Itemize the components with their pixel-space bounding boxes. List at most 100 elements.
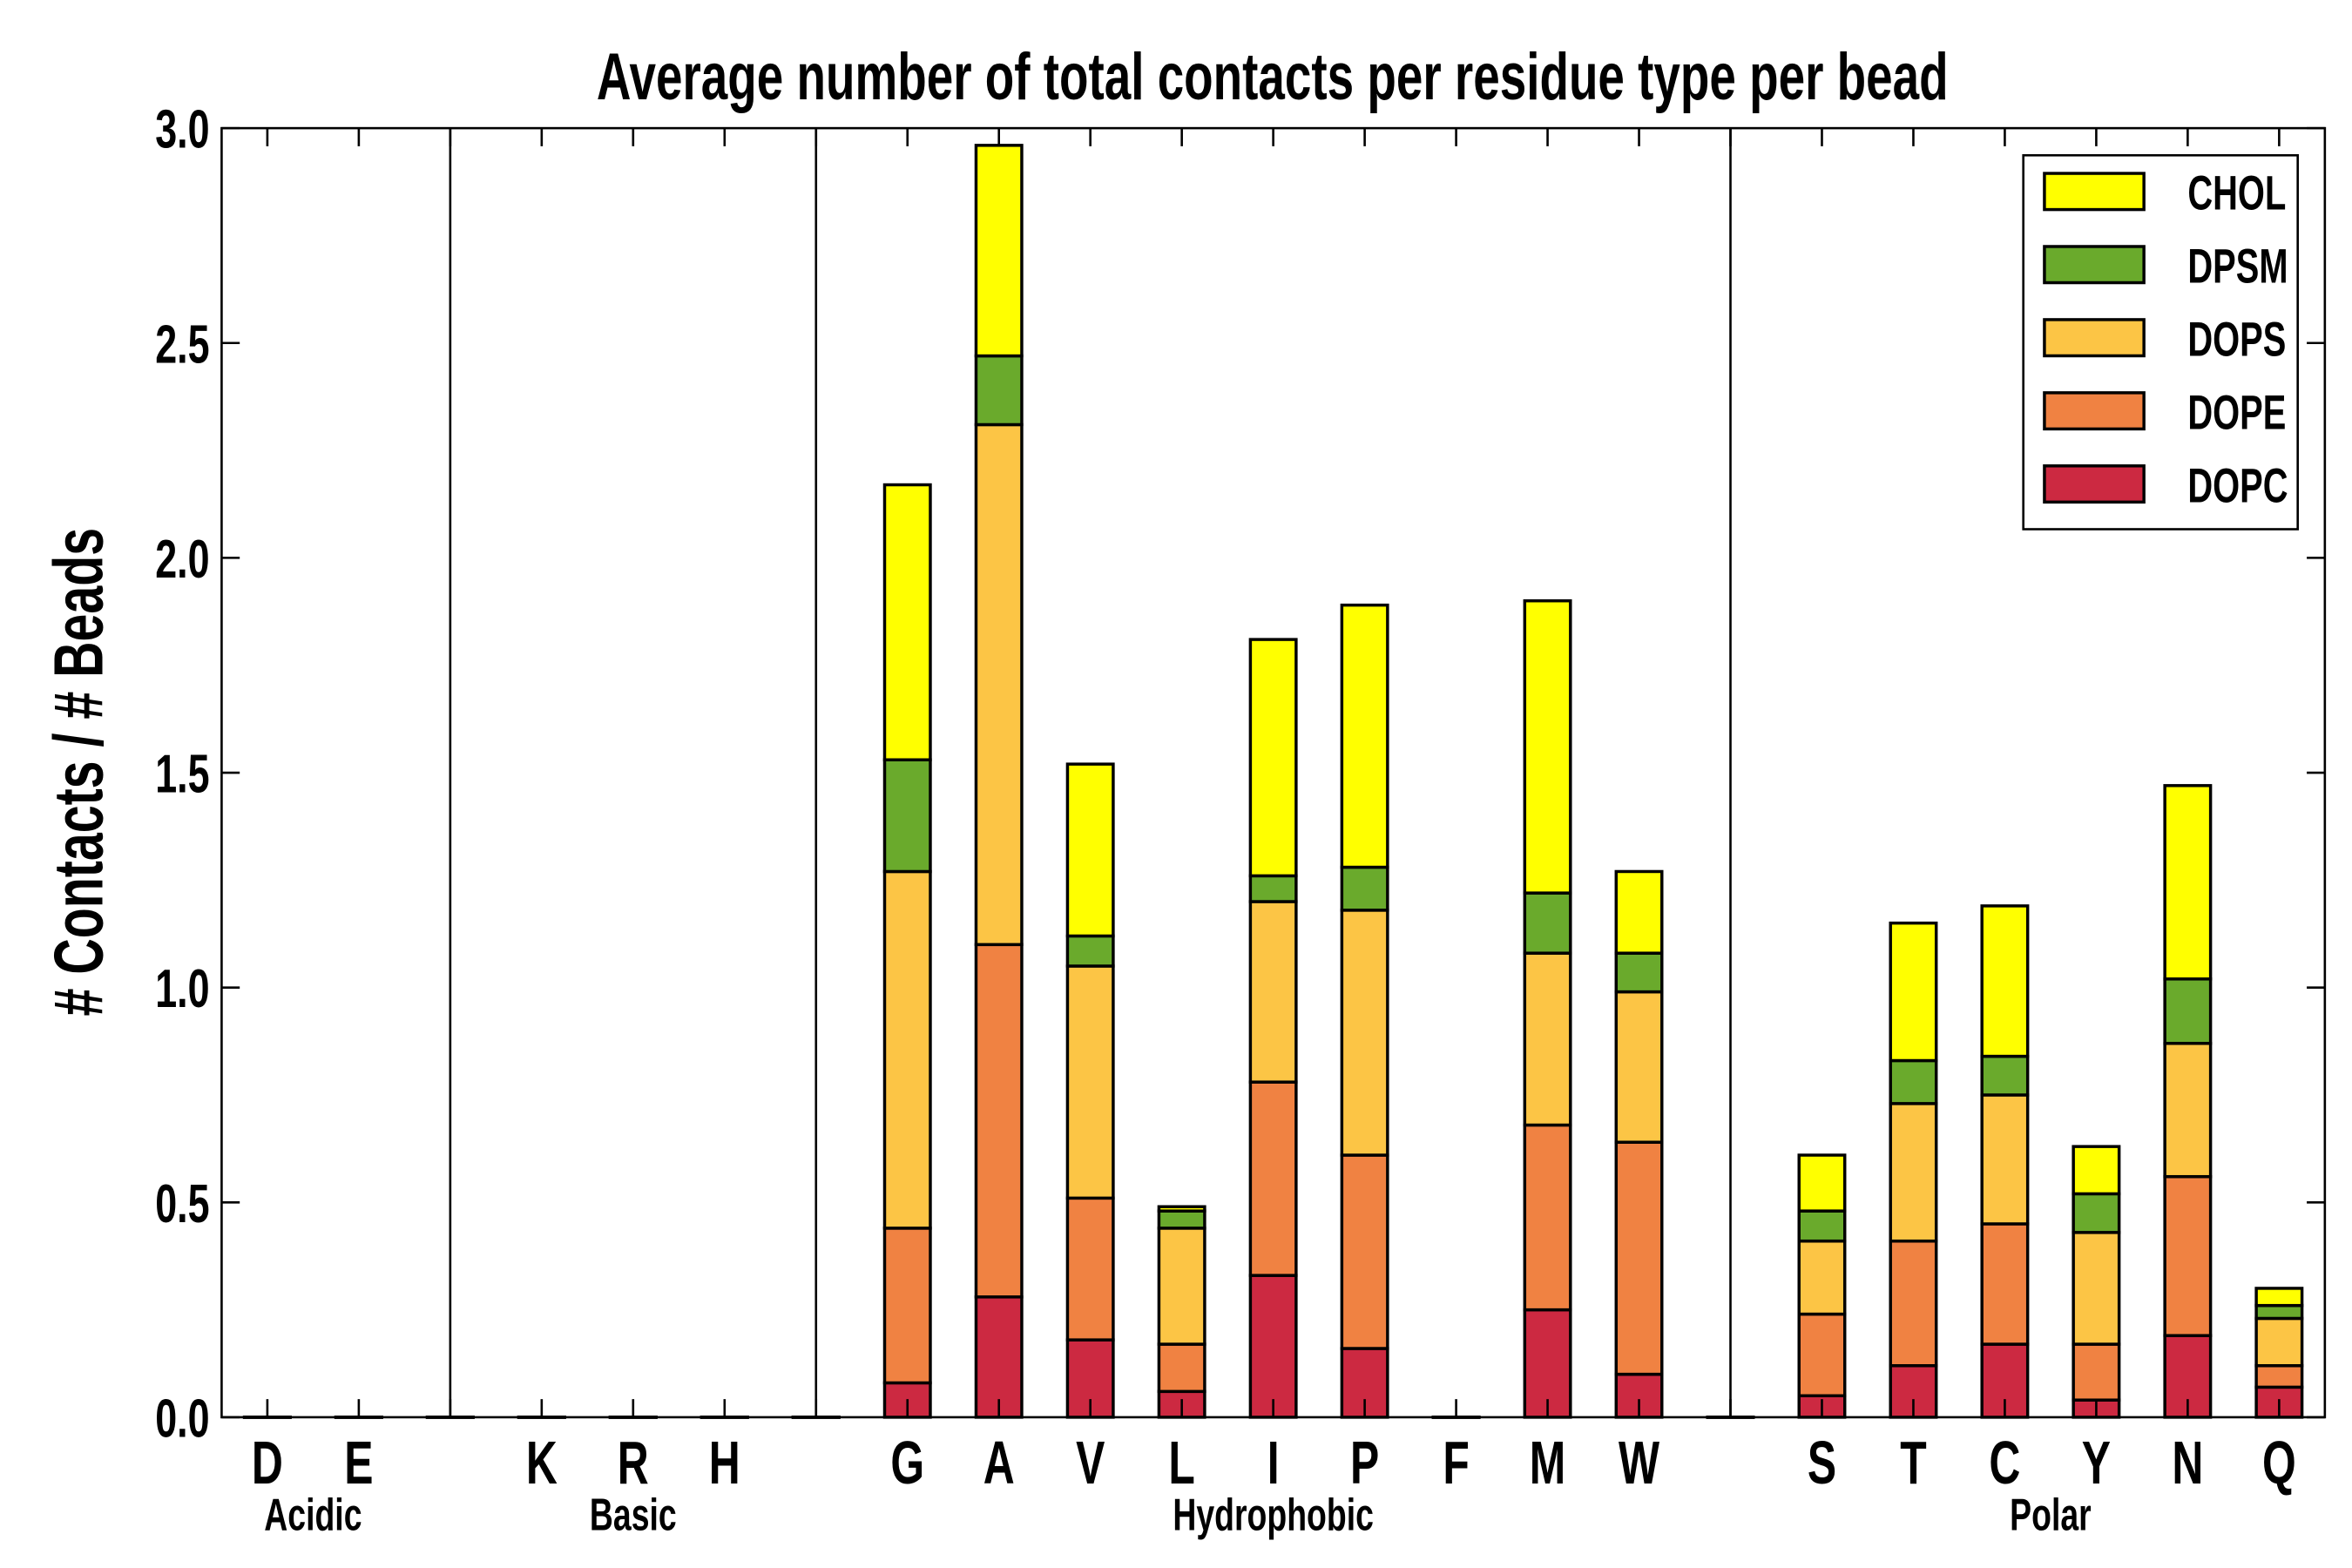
- bar-segment-dops: [2163, 1042, 2213, 1179]
- legend-swatch-chol: [2043, 172, 2146, 212]
- x-tick-label: Y: [2082, 1429, 2111, 1497]
- x-tick-label: W: [1619, 1429, 1659, 1497]
- x-tick-label: S: [1808, 1429, 1836, 1497]
- x-tick-label: L: [1168, 1429, 1194, 1497]
- chart-title: Average number of total contacts per res…: [597, 41, 1949, 115]
- bar-segment-dpsm: [974, 354, 1024, 427]
- bar-segment-dops: [882, 869, 932, 1230]
- legend-label-dopc: DOPC: [2187, 459, 2288, 513]
- bar-segment-dpsm: [1523, 891, 1572, 955]
- legend-swatch-dope: [2043, 391, 2146, 431]
- bar-segment-dope: [2254, 1363, 2304, 1389]
- legend: CHOL DPSM DOPS DOPE DOPC: [2022, 153, 2299, 531]
- bar-segment-dops: [2254, 1316, 2304, 1368]
- bar-segment-dops: [1889, 1102, 1938, 1243]
- bar-segment-chol: [2163, 784, 2213, 981]
- bar-segment-chol: [1889, 921, 1938, 1063]
- bar-segment-dpsm: [1340, 865, 1389, 912]
- bar-segment-dope: [2163, 1174, 2213, 1337]
- bar-segment-dope: [1797, 1312, 1847, 1397]
- bar-segment-dope: [974, 943, 1024, 1299]
- bar-segment-dops: [1340, 909, 1389, 1157]
- bar-segment-chol: [2254, 1287, 2304, 1308]
- bar-segment-dope: [1065, 1196, 1115, 1342]
- bar-segment-chol: [1614, 869, 1664, 955]
- legend-label-dpsm: DPSM: [2187, 240, 2288, 294]
- group-label: Polar: [2010, 1490, 2091, 1541]
- bar-segment-dops: [1157, 1227, 1206, 1346]
- bar-segment-chol: [1980, 904, 2030, 1058]
- x-tick-label: V: [1076, 1429, 1105, 1497]
- y-tick-label: 0.0: [155, 1388, 209, 1449]
- y-tick-label: 2.5: [155, 314, 209, 375]
- bar-segment-dops: [1523, 951, 1572, 1127]
- bar-segment-dpsm: [1065, 934, 1115, 968]
- bar-segment-dops: [1248, 900, 1298, 1084]
- x-tick-label: H: [709, 1429, 740, 1497]
- bar-segment-chol: [1065, 762, 1115, 938]
- x-tick-label: K: [526, 1429, 558, 1497]
- bar-segment-chol: [1340, 603, 1389, 869]
- bar-segment-dops: [2072, 1231, 2121, 1346]
- bar-segment-dpsm: [1157, 1209, 1206, 1230]
- bar-segment-dpsm: [1614, 951, 1664, 994]
- bar-segment-dops: [974, 422, 1024, 947]
- x-tick-label: Q: [2262, 1429, 2296, 1497]
- bar-segment-dops: [1614, 990, 1664, 1144]
- bar-segment-chol: [1157, 1205, 1206, 1213]
- bar-segment-dpsm: [882, 758, 932, 874]
- bar-segment-dops: [1797, 1239, 1847, 1316]
- bar-segment-dope: [1980, 1222, 2030, 1346]
- bar-segment-dops: [1065, 964, 1115, 1200]
- x-tick-label: F: [1443, 1429, 1469, 1497]
- x-tick-label: G: [890, 1429, 924, 1497]
- y-tick-label: 3.0: [155, 98, 209, 159]
- y-tick-label: 1.5: [155, 743, 209, 804]
- bar-segment-dope: [1889, 1239, 1938, 1368]
- y-axis-label: # Contacts / # Beads: [39, 528, 118, 1017]
- bar-segment-dpsm: [2254, 1303, 2304, 1321]
- axes-layer: 0.0 0.5 1.0 1.5 2.0 2.5 3.0 D E K R H G A V L I P F M W S T C Y N…: [155, 98, 2327, 1541]
- legend-swatch-dops: [2043, 318, 2146, 358]
- bar-segment-dpsm: [1980, 1054, 2030, 1097]
- bar-segment-dopc: [974, 1295, 1024, 1419]
- x-tick-label: C: [1989, 1429, 2020, 1497]
- group-label: Basic: [590, 1490, 677, 1541]
- y-tick-label: 0.5: [155, 1173, 209, 1234]
- x-tick-label: D: [252, 1429, 283, 1497]
- x-tick-label: I: [1267, 1429, 1280, 1497]
- bar-segment-dope: [1523, 1123, 1572, 1312]
- x-tick-label: T: [1900, 1429, 1927, 1497]
- bar-segment-dope: [882, 1227, 932, 1385]
- bar-segment-dope: [1157, 1342, 1206, 1394]
- legend-swatch-dopc: [2043, 464, 2146, 504]
- bar-segment-dopc: [1248, 1274, 1298, 1419]
- bar-segment-chol: [1797, 1153, 1847, 1213]
- group-label: Acidic: [264, 1490, 362, 1541]
- bar-segment-dpsm: [1797, 1209, 1847, 1243]
- legend-label-dope: DOPE: [2187, 386, 2286, 440]
- y-tick-label: 2.0: [155, 529, 209, 590]
- bar-segment-chol: [2072, 1145, 2121, 1196]
- bar-segment-chol: [1248, 638, 1298, 878]
- y-tick-label: 1.0: [155, 958, 209, 1019]
- bar-segment-dope: [1248, 1080, 1298, 1277]
- x-tick-label: A: [983, 1429, 1015, 1497]
- bar-segment-chol: [1523, 598, 1572, 895]
- bar-segment-dpsm: [1248, 874, 1298, 903]
- x-tick-label: E: [344, 1429, 373, 1497]
- bar-segment-dpsm: [2163, 977, 2213, 1045]
- legend-label-chol: CHOL: [2187, 166, 2286, 220]
- bar-segment-dope: [1340, 1153, 1389, 1350]
- x-tick-label: R: [618, 1429, 649, 1497]
- x-tick-label: P: [1350, 1429, 1379, 1497]
- x-tick-label: N: [2172, 1429, 2203, 1497]
- bar-segment-dpsm: [2072, 1192, 2121, 1234]
- bar-segment-dope: [2072, 1342, 2121, 1402]
- legend-label-dops: DOPS: [2187, 313, 2286, 367]
- bar-segment-chol: [974, 144, 1024, 358]
- bar-segment-chol: [882, 483, 932, 761]
- group-label: Hydrophobic: [1173, 1490, 1374, 1541]
- bar-segment-dpsm: [1889, 1058, 1938, 1105]
